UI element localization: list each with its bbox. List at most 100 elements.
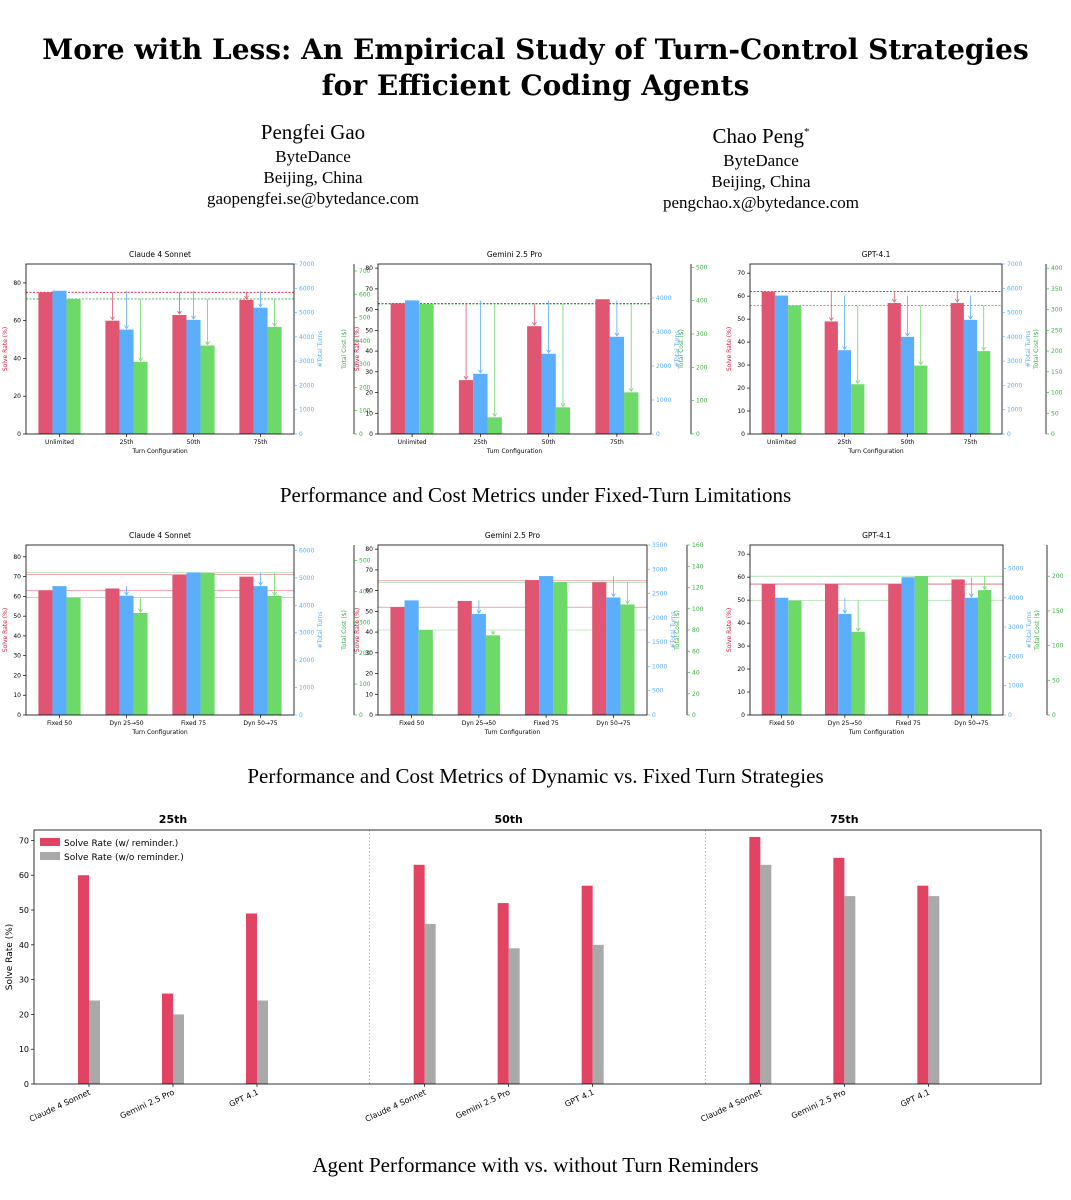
y-axis-label: Solve Rate (%) [2,608,9,652]
change-arrow-head [177,310,182,315]
chart-title: Claude 4 Sonnet [129,250,191,259]
y-tick-label: 60 [13,593,21,600]
y-tick-label: 50 [737,316,745,323]
x-tick-label: Dyn 25→50 [828,720,862,727]
x-tick-label: 75th [254,439,268,446]
legend-label-without-reminder: Solve Rate (w/o reminder.) [64,853,184,863]
y-axis-label: Solve Rate (%) [5,924,15,991]
y-tick-label: 80 [365,546,373,553]
change-arrow-head [560,403,566,408]
x-tick-label: GPT 4.1 [563,1088,595,1109]
change-arrow-head [138,608,143,613]
y-tick-label: 70 [365,286,373,293]
x-tick-label: 25th [473,439,487,446]
change-arrow-head [258,581,263,586]
bar-total-cost- [200,345,215,434]
cost-tick-label: 0 [696,431,700,438]
cost-tick-label: 200 [696,364,708,371]
turns-tick-label: 4000 [1007,334,1022,341]
cost-tick-label: 200 [1051,348,1063,355]
bar--total-turns [901,577,915,715]
turns-tick-label: 5000 [1008,565,1023,572]
change-arrow-head [191,315,196,320]
y-tick-label: 30 [737,643,745,650]
bar--total-turns [606,597,621,715]
change-arrow-head [463,375,469,380]
bar-solve-rate- [824,321,838,434]
turns-tick-label: 2500 [652,591,667,598]
change-arrow-head [969,593,974,598]
bar-total-cost- [485,635,501,715]
x-tick-label: 25th [120,439,134,446]
turns-tick-label: 1000 [1007,407,1022,414]
corresponding-mark: * [804,126,810,138]
turns-tick-label: 2000 [656,363,671,370]
bar-solve-rate- [595,299,610,434]
bar--total-turns [186,572,201,715]
y-tick-label: 80 [13,280,21,287]
turns-tick-label: 500 [652,688,664,695]
bar-without-reminder [89,1000,100,1084]
y-tick-label: 10 [13,692,21,699]
turns-tick-label: 1000 [299,685,314,692]
change-arrow-head [625,600,630,605]
x-tick-label: Unlimited [45,439,74,446]
author-email: pengchao.x@bytedance.com [663,193,859,212]
change-arrow-head [110,316,115,321]
cost-tick-label: 400 [359,338,371,345]
y-tick-label: 50 [365,327,373,334]
turns-tick-label: 3000 [1007,358,1022,365]
bar--total-turns [473,373,488,434]
y-tick-label: 0 [24,1080,29,1089]
cost-tick-label: 500 [359,557,371,564]
change-arrow-head [628,388,634,393]
change-arrow-head [614,332,620,337]
bar-total-cost- [419,304,434,434]
cost-axis-label: Total Cost ($) [1033,329,1040,370]
y-tick-label: 20 [13,672,21,679]
chart-title: Gemini 2.5 Pro [485,531,541,540]
cost-tick-label: 400 [359,588,371,595]
cost-tick-label: 300 [696,331,708,338]
y-axis-label: Solve Rate (%) [354,327,361,371]
turns-tick-label: 1500 [652,639,667,646]
turns-tick-label: 6000 [299,285,314,292]
y-tick-label: 40 [737,620,745,627]
turns-axis-label: #Total Turns [1025,331,1032,368]
cost-tick-label: 100 [696,398,708,405]
x-tick-label: Fixed 75 [534,720,559,727]
bar--total-turns [119,595,134,715]
plot-frame [25,263,295,435]
x-tick-label: Gemini 2.5 Pro [454,1088,511,1121]
y-tick-label: 60 [365,307,373,314]
author-name-text: Chao Peng [712,124,805,148]
change-arrow-head [138,357,143,362]
bar--total-turns [774,295,789,434]
paper-title-line1: More with Less: An Empirical Study of Tu… [42,33,1029,66]
bar-with-reminder [246,913,257,1084]
cost-tick-label: 0 [692,712,696,719]
x-tick-label: 50th [542,439,556,446]
x-tick-label: 50th [901,439,915,446]
change-arrow-head [968,315,973,320]
plot-frame [33,829,1042,1085]
turns-tick-label: 1000 [656,397,671,404]
bar-total-cost- [914,576,929,715]
cost-tick-label: 100 [359,408,371,415]
cost-axis-label: Total Cost ($) [341,610,348,651]
change-arrow-head [492,413,498,418]
cost-tick-label: 60 [692,648,700,655]
bar-solve-rate- [239,576,254,715]
caption-figure-3: Agent Performance with vs. without Turn … [312,1153,759,1177]
y-tick-label: 10 [365,410,373,417]
x-tick-label: Dyn 25→50 [462,720,496,727]
x-tick-label: Dyn 50→75 [596,720,630,727]
author-name: Chao Peng* [561,118,961,150]
y-tick-label: 70 [737,270,745,277]
bar-solve-rate- [390,303,405,434]
bar-with-reminder [497,903,509,1084]
cost-tick-label: 140 [692,563,704,570]
cost-tick-label: 40 [692,670,700,677]
